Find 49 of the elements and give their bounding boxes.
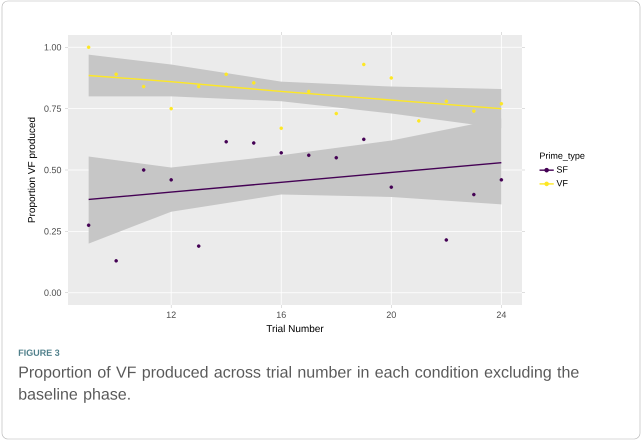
point (444, 238, 448, 242)
x-tick-label: 12 (166, 312, 176, 318)
point (334, 156, 338, 160)
point (306, 90, 311, 94)
legend-title: Prime_type (540, 152, 584, 161)
point (252, 141, 256, 145)
point (86, 223, 90, 228)
y-tick-label: 0.50 (44, 166, 62, 174)
point (362, 138, 366, 142)
point (417, 119, 421, 123)
point (306, 153, 311, 158)
point (224, 72, 228, 76)
point (334, 112, 338, 116)
point (472, 109, 476, 113)
point (114, 72, 118, 76)
point (142, 84, 146, 88)
point (390, 185, 394, 189)
y-tick-label: 0.25 (44, 228, 62, 235)
y-tick-label: 0.00 (44, 290, 62, 296)
point (472, 192, 476, 196)
text: Proportion of VF produced across trial number in each condition excluding the baseline phase. (19, 366, 579, 403)
point (500, 178, 504, 182)
legend-label: SF (556, 166, 568, 173)
point (142, 168, 146, 172)
x-axis-title: Trial Number (266, 324, 324, 332)
line-series (88, 74, 502, 110)
point (279, 151, 284, 155)
point (500, 102, 504, 106)
point (279, 126, 284, 130)
x-tick-label: 20 (386, 312, 396, 318)
point (169, 178, 173, 182)
y-axis-title: Proportion VF produced (28, 118, 38, 222)
point (252, 81, 256, 85)
x-tick-label: 16 (276, 312, 286, 318)
point (444, 99, 448, 104)
x-tick-label: 24 (496, 312, 506, 318)
point (224, 140, 228, 144)
point (362, 62, 366, 66)
caption: FIGURE 3 (18, 350, 60, 356)
point (114, 259, 118, 263)
point (196, 244, 200, 248)
point (86, 45, 90, 50)
point (196, 84, 200, 88)
point (390, 76, 394, 80)
y-tick-label: 1.00 (44, 44, 62, 50)
legend-label: VF (556, 180, 568, 186)
line-series (88, 162, 502, 200)
y-tick-label: 0.75 (44, 105, 62, 112)
point (169, 106, 173, 110)
